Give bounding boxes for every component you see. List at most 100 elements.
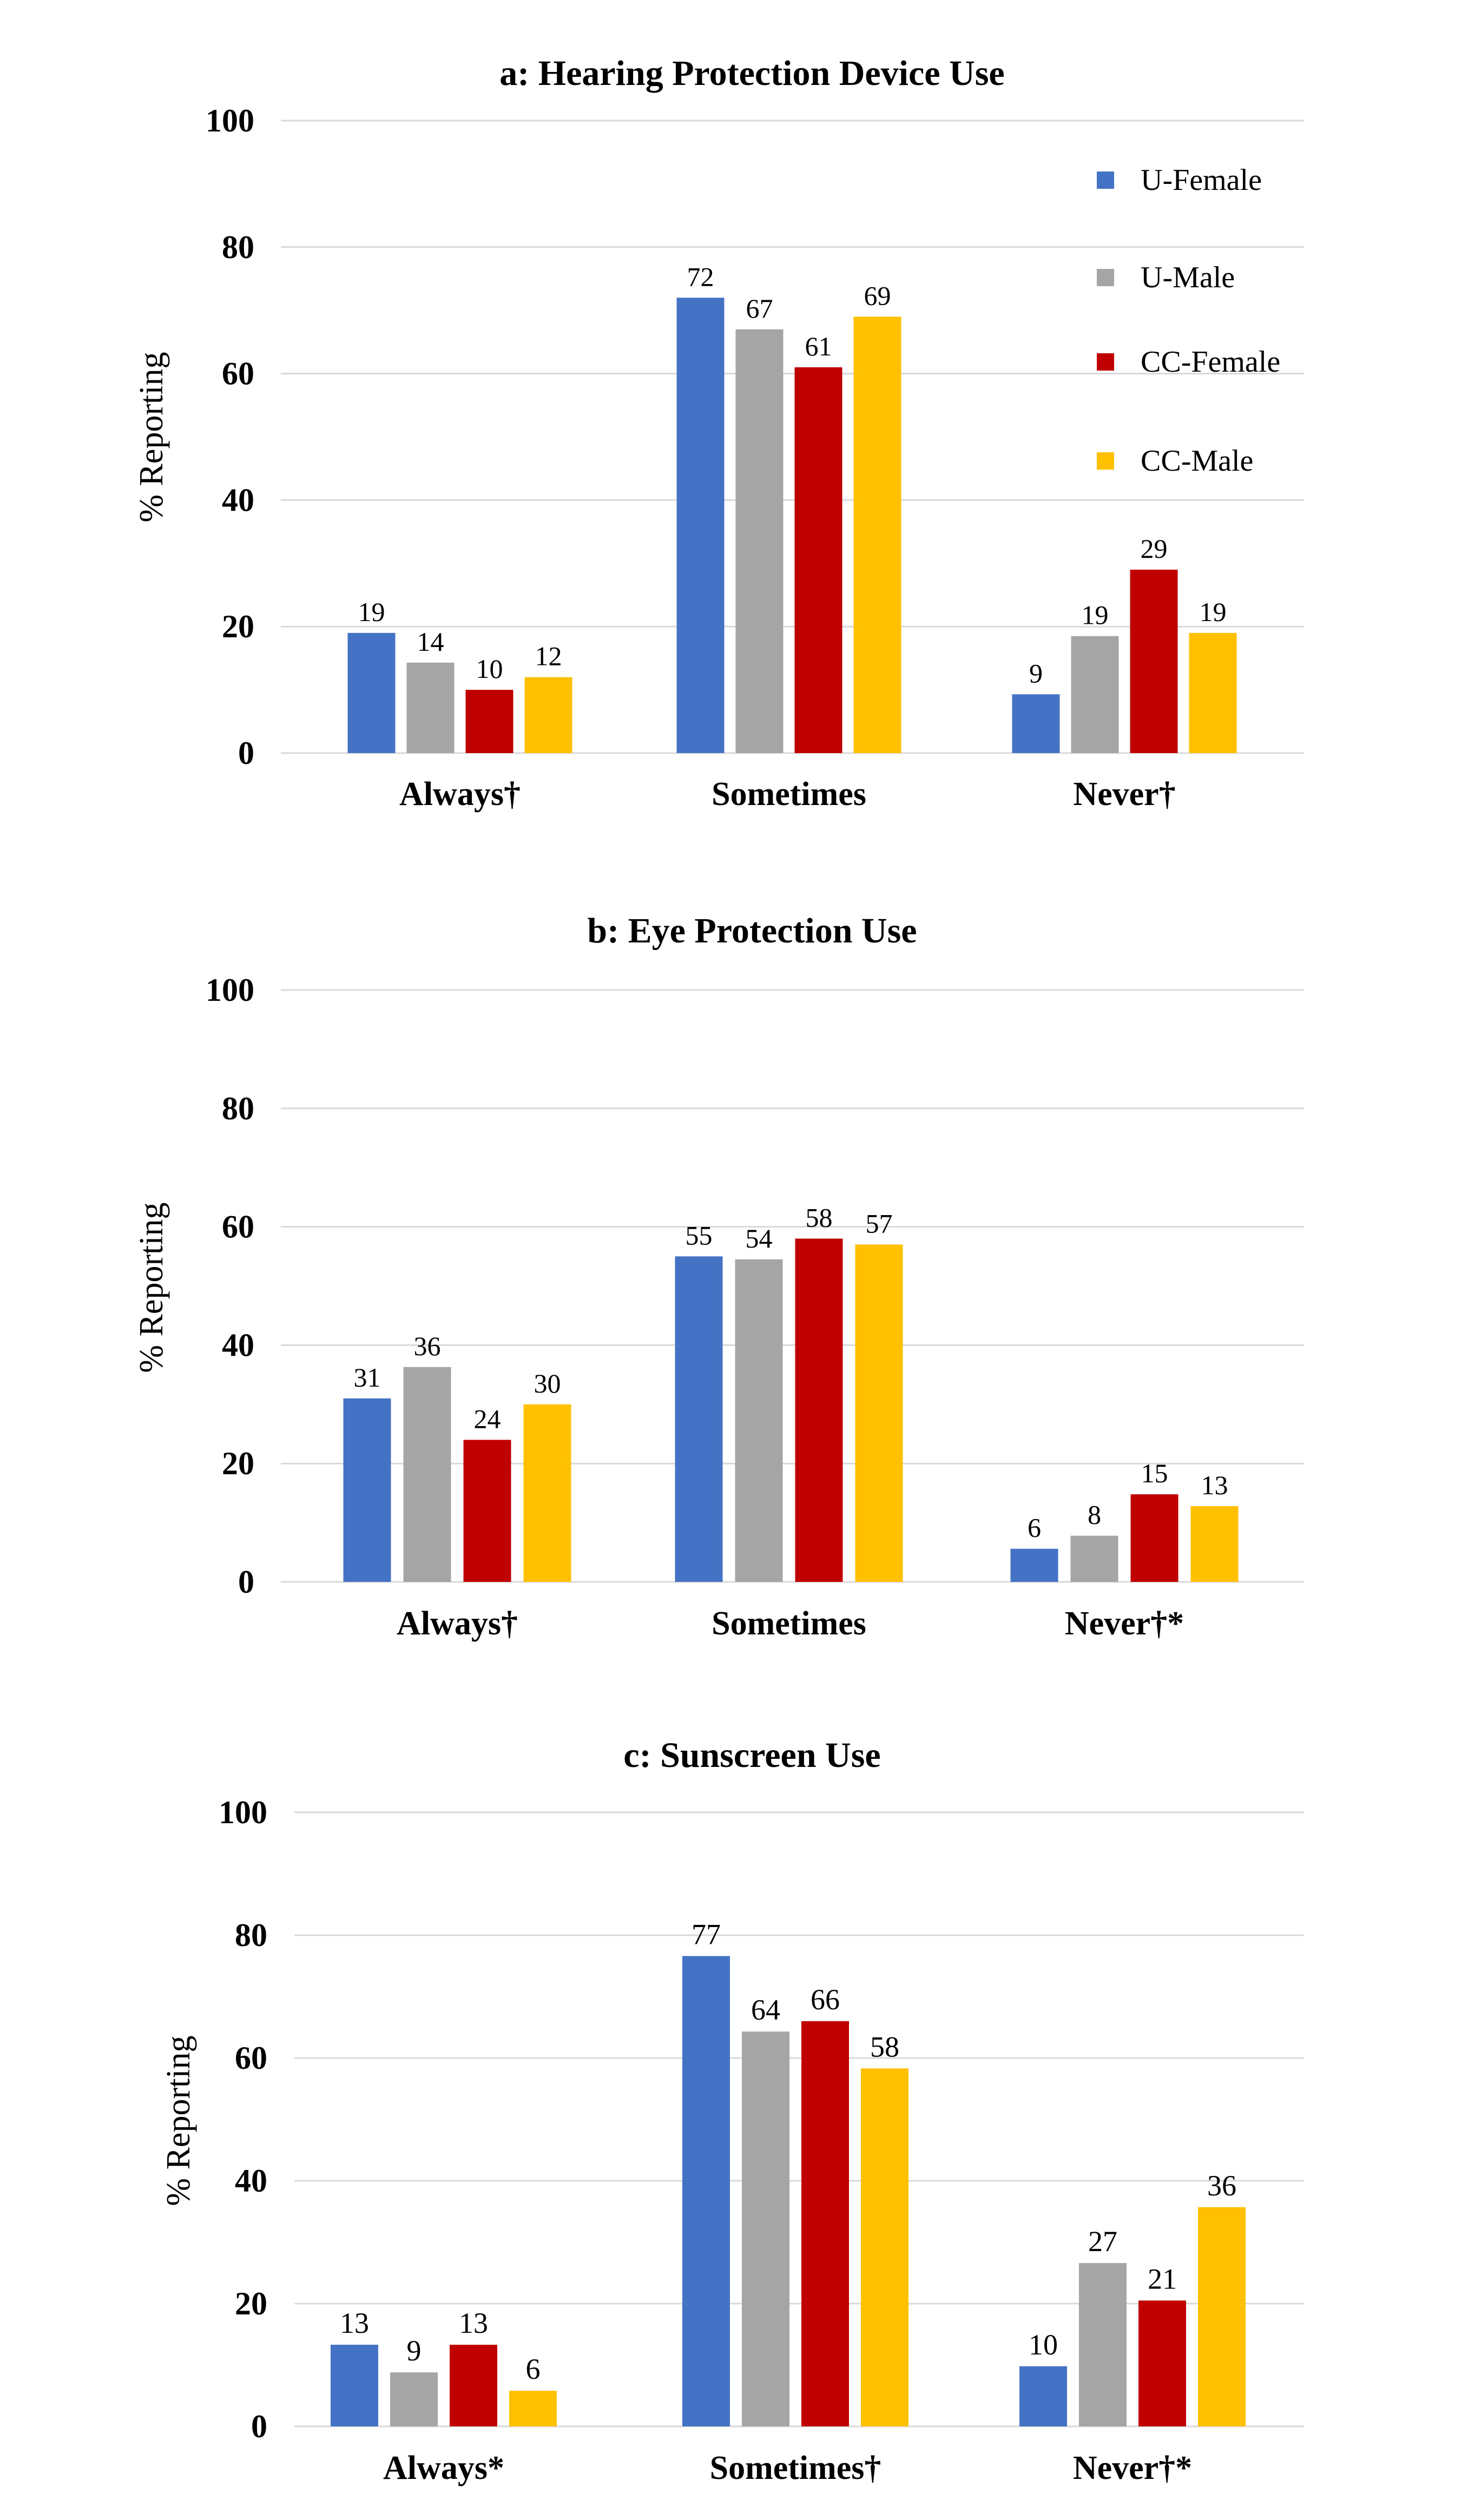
bar-u-male <box>735 1259 783 1582</box>
y-tick-label: 100 <box>206 103 254 138</box>
y-tick-label: 0 <box>238 1564 254 1600</box>
data-label: 77 <box>692 1918 721 1951</box>
data-label: 13 <box>459 2307 488 2339</box>
bar-cc-female <box>463 1440 511 1582</box>
data-label: 54 <box>746 1223 773 1254</box>
data-label: 72 <box>687 261 714 292</box>
bar-cc-male <box>1198 2207 1246 2426</box>
data-label: 36 <box>414 1331 441 1361</box>
bar-u-female <box>347 632 396 753</box>
data-label: 31 <box>354 1362 381 1393</box>
chart-c: 0 20 40 60 80 100 c: Sunscreen Use % Reporting 1… <box>160 1736 1304 2486</box>
chart-title: c: Sunscreen Use <box>623 1736 880 1775</box>
bar-cc-female <box>450 2345 497 2426</box>
data-label: 6 <box>526 2353 541 2385</box>
y-tick-label: 0 <box>238 735 254 771</box>
category-label: Always* <box>383 2450 504 2486</box>
data-label: 10 <box>476 654 503 684</box>
legend-swatch-cc-female <box>1097 353 1114 371</box>
y-tick-label: 40 <box>235 2163 267 2199</box>
y-tick-label: 60 <box>235 2040 267 2076</box>
bar-u-male <box>1070 1535 1118 1582</box>
category-label: Always† <box>397 1605 518 1642</box>
y-axis-label: % Reporting <box>133 352 170 522</box>
data-label: 19 <box>1200 597 1227 627</box>
legend-swatch-u-male <box>1097 269 1114 286</box>
category-label: Never†* <box>1065 1605 1184 1642</box>
data-label: 6 <box>1028 1513 1041 1543</box>
legend-swatch-cc-male <box>1097 452 1114 470</box>
data-label: 24 <box>474 1403 501 1434</box>
data-label: 14 <box>417 626 444 657</box>
legend-label: CC-Male <box>1141 444 1253 478</box>
data-label: 29 <box>1141 533 1168 564</box>
bar-cc-female <box>1130 569 1178 753</box>
bar-u-female <box>1010 1548 1058 1582</box>
y-tick-label: 100 <box>219 1795 267 1830</box>
category-label: Sometimes <box>712 776 866 813</box>
category-label: Sometimes <box>712 1605 866 1642</box>
bar-cc-male <box>524 677 572 753</box>
category-label: Never†* <box>1073 2450 1192 2486</box>
data-label: 69 <box>864 280 891 311</box>
bar-cc-male <box>523 1404 571 1582</box>
data-label: 13 <box>340 2307 369 2339</box>
bar-u-female <box>1019 2366 1067 2426</box>
bar-u-female <box>331 2345 378 2426</box>
chart-title: b: Eye Protection Use <box>587 911 917 951</box>
bar-u-female <box>682 1956 730 2426</box>
bar-cc-female <box>1138 2300 1186 2426</box>
y-axis-label: % Reporting <box>160 2035 197 2206</box>
data-label: 57 <box>866 1208 893 1238</box>
data-label: 55 <box>686 1220 713 1250</box>
data-label: 9 <box>407 2334 422 2367</box>
bar-cc-female <box>794 367 842 753</box>
legend-label: CC-Female <box>1141 345 1280 379</box>
bar-cc-male <box>1189 632 1237 753</box>
category-label: Always† <box>399 776 521 813</box>
data-label: 19 <box>1082 600 1109 630</box>
y-tick-label: 80 <box>222 229 254 265</box>
data-label: 15 <box>1141 1458 1168 1488</box>
data-label: 61 <box>805 331 832 361</box>
bar-cc-female <box>801 2021 849 2426</box>
bar-cc-female <box>1130 1494 1179 1582</box>
bar-cc-male <box>853 316 901 753</box>
bar-u-female <box>1012 694 1060 753</box>
bar-u-male <box>406 662 455 753</box>
data-label: 10 <box>1029 2328 1058 2361</box>
data-label: 9 <box>1029 658 1043 688</box>
y-tick-label: 20 <box>235 2286 267 2321</box>
bar-cc-female <box>465 690 514 753</box>
chart-title: a: Hearing Protection Device Use <box>499 54 1004 93</box>
bar-u-male <box>735 329 784 753</box>
bar-u-male <box>390 2372 438 2426</box>
data-label: 64 <box>751 1994 780 2026</box>
y-tick-label: 80 <box>222 1091 254 1126</box>
bar-u-male <box>403 1367 451 1582</box>
data-label: 58 <box>870 2030 899 2063</box>
chart-a: 0 20 40 60 80 100 a: Hearing Protection Device… <box>133 54 1304 813</box>
category-label: Sometimes† <box>710 2450 881 2486</box>
bar-u-male <box>742 2031 789 2426</box>
y-axis-label: % Reporting <box>133 1202 170 1373</box>
bar-u-male <box>1079 2263 1127 2426</box>
y-tick-label: 60 <box>222 356 254 392</box>
legend-label: U-Male <box>1141 261 1235 294</box>
bar-cc-female <box>795 1238 843 1582</box>
bar-cc-male <box>509 2391 557 2426</box>
data-label: 12 <box>535 641 562 671</box>
data-label: 13 <box>1201 1470 1228 1500</box>
data-label: 19 <box>358 597 385 627</box>
y-tick-label: 40 <box>222 482 254 518</box>
legend-label: U-Female <box>1141 163 1262 197</box>
bar-cc-male <box>855 1244 903 1582</box>
bar-cc-male <box>1190 1506 1239 1582</box>
y-tick-label: 20 <box>222 1446 254 1481</box>
legend: U-Female U-Male CC-Female CC-Male <box>1097 163 1280 478</box>
data-label: 66 <box>811 1983 840 2016</box>
bar-cc-male <box>861 2068 909 2426</box>
legend-swatch-u-female <box>1097 171 1114 189</box>
chart-b: 0 20 40 60 80 100 b: Eye Protection Use % Repor… <box>133 911 1304 1642</box>
